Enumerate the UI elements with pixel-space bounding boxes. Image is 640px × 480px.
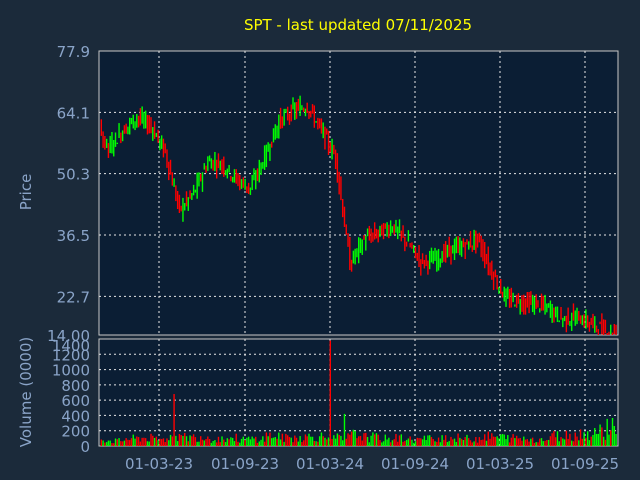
x-tick-label: 01-03-24 (296, 455, 364, 473)
price-y-tick-label: 22.7 (57, 288, 90, 306)
volume-y-tick-label: 200 (61, 423, 90, 441)
volume-y-tick-label: 1000 (52, 362, 90, 380)
price-y-tick-label: 14.00 (47, 327, 90, 345)
volume-panel (98, 338, 619, 447)
price-y-tick-label: 50.3 (57, 166, 90, 184)
volume-y-axis-label: Volume (0000) (17, 337, 35, 447)
volume-y-tick-label: 800 (61, 377, 90, 395)
x-tick-label: 01-09-25 (551, 455, 619, 473)
x-tick-label: 01-03-23 (125, 455, 193, 473)
price-y-tick-label: 64.1 (57, 104, 90, 122)
x-tick-label: 01-03-25 (466, 455, 534, 473)
volume-series (100, 340, 617, 446)
price-y-tick-label: 77.9 (57, 43, 90, 61)
price-y-ticks: 77.9 64.1 50.3 36.5 22.7 14.00 (47, 43, 90, 345)
price-series (100, 95, 617, 335)
x-axis-ticks: 01-03-23 01-09-23 01-03-24 01-09-24 01-03-25… (125, 455, 619, 473)
price-grid (99, 51, 618, 335)
volume-y-tick-label: 0 (80, 438, 90, 456)
volume-y-tick-label: 400 (61, 407, 90, 425)
volume-y-tick-label: 600 (61, 392, 90, 410)
chart-title: SPT - last updated 07/11/2025 (244, 16, 472, 34)
x-tick-label: 01-09-23 (211, 455, 279, 473)
volume-y-tick-label: 1200 (52, 346, 90, 364)
price-y-tick-label: 36.5 (57, 227, 90, 245)
volume-grid (99, 339, 618, 446)
volume-y-tick-label: 1400 (52, 337, 90, 355)
x-tick-label: 01-09-24 (381, 455, 449, 473)
price-panel (98, 50, 619, 336)
price-y-axis-label: Price (17, 174, 35, 211)
